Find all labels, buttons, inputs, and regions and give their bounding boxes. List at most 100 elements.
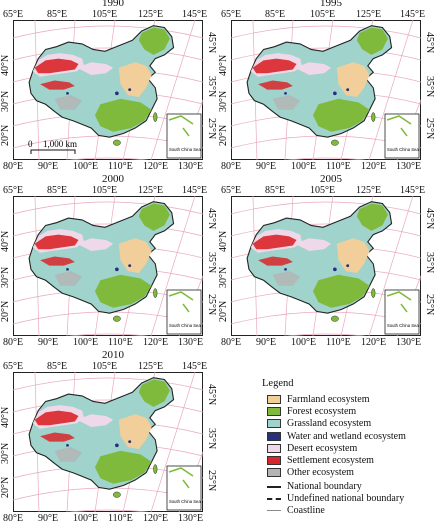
legend-label: Water and wetland ecosystem [287, 430, 406, 442]
lon-label-top: 125°E [138, 185, 164, 196]
lon-label-bottom: 120°E [143, 337, 169, 348]
lon-label-top: 85°E [47, 361, 68, 372]
lat-label-left: 30°N [218, 90, 229, 112]
lon-label-bottom: 110°E [326, 161, 351, 172]
south-china-sea-inset: South China Sea Islands [166, 289, 203, 335]
lon-label-bottom: 100°E [73, 161, 99, 172]
lat-label-right: 45°N [424, 32, 435, 54]
lon-label-top: 125°E [356, 185, 382, 196]
map-panel-2010: 2010 South China Sea Islands 65°E 85°E 105°E… [0, 349, 218, 528]
lat-label-right: 35°N [206, 428, 217, 450]
lon-label-top: 65°E [3, 9, 24, 20]
legend-title: Legend [262, 378, 294, 389]
parallel-line [13, 223, 203, 237]
lon-label-bottom: 120°E [143, 161, 169, 172]
lon-label-bottom: 80°E [221, 161, 242, 172]
lon-label-bottom: 110°E [326, 337, 351, 348]
lat-label-left: 30°N [0, 266, 11, 288]
panel-year-title: 2000 [102, 173, 124, 185]
lon-label-bottom: 110°E [108, 513, 133, 524]
lat-label-right: 35°N [206, 252, 217, 274]
lon-label-top: 145°E [400, 9, 426, 20]
lat-label-left: 20°N [0, 476, 11, 498]
south-china-sea-inset: South China Sea Islands [166, 465, 203, 511]
parallel-line [66, 509, 150, 512]
lon-label-bottom: 130°E [178, 161, 204, 172]
lon-label-bottom: 120°E [143, 513, 169, 524]
legend-label: Settlement ecosystem [287, 455, 374, 466]
lat-label-left: 20°N [0, 300, 11, 322]
panel-year-title: 2010 [102, 349, 124, 361]
lon-label-top: 65°E [221, 185, 242, 196]
scale-bar: 0 1,000 km [28, 139, 77, 154]
lat-label-left: 30°N [218, 266, 229, 288]
parallel-line [13, 377, 203, 391]
lon-label-bottom: 130°E [396, 337, 422, 348]
map-panel-2000: 2000 South China Sea Islands 65°E 85°E 105°E… [0, 173, 218, 352]
lat-label-right: 35°N [424, 76, 435, 98]
lat-label-right: 45°N [424, 208, 435, 230]
lon-label-bottom: 120°E [361, 337, 387, 348]
lat-label-left: 20°N [218, 300, 229, 322]
panel-year-title: 1990 [102, 0, 124, 9]
meridian-line [368, 196, 414, 336]
legend-line-symbol [267, 510, 281, 512]
lat-label-left: 40°N [0, 406, 11, 428]
south-china-sea-inset: South China Sea Islands [384, 289, 421, 335]
parallel-line [284, 157, 368, 160]
panel-year-title: 2005 [320, 173, 342, 185]
lon-label-top: 105°E [310, 9, 336, 20]
inset-label: South China Sea Islands [169, 499, 203, 504]
lon-label-top: 65°E [221, 9, 242, 20]
lat-label-left: 40°N [218, 230, 229, 252]
inset-label: South China Sea Islands [169, 323, 203, 328]
panel-year-title: 1995 [320, 0, 342, 9]
lat-label-left: 20°N [0, 124, 11, 146]
parallel-line [231, 201, 421, 215]
map-frame: South China Sea Islands [231, 20, 421, 160]
legend-label: National boundary [287, 481, 362, 492]
lat-label-left: 40°N [218, 54, 229, 76]
lon-label-bottom: 130°E [178, 337, 204, 348]
lon-label-bottom: 80°E [3, 513, 24, 524]
lat-label-right: 25°N [424, 118, 435, 140]
lat-label-left: 40°N [0, 230, 11, 252]
parallel-line [13, 399, 203, 413]
map-panel-1990: 1990 South China Sea Islands 0 1,000 km 65°E… [0, 0, 218, 176]
lon-label-bottom: 90°E [38, 513, 59, 524]
parallel-line [231, 47, 421, 61]
lat-label-right: 25°N [424, 294, 435, 316]
legend-label: Desert ecosystem [287, 442, 358, 454]
parallel-line [231, 223, 421, 237]
lon-label-bottom: 100°E [291, 161, 317, 172]
lon-label-top: 85°E [47, 9, 68, 20]
lon-label-bottom: 90°E [256, 337, 277, 348]
lon-label-bottom: 80°E [3, 161, 24, 172]
lon-label-top: 145°E [182, 185, 208, 196]
lon-label-bottom: 100°E [291, 337, 317, 348]
lon-label-top: 125°E [356, 9, 382, 20]
meridian-line [150, 372, 196, 512]
parallel-line [13, 25, 203, 39]
lat-label-left: 20°N [218, 124, 229, 146]
legend-line-symbol [267, 498, 281, 501]
legend-swatch [267, 456, 281, 465]
inset-label: South China Sea Islands [169, 147, 203, 152]
meridian-line [368, 20, 414, 160]
legend-line-symbol [267, 486, 281, 488]
lon-label-top: 105°E [310, 185, 336, 196]
legend-swatch [267, 431, 281, 441]
map-frame: South China Sea Islands [231, 196, 421, 336]
parallel-line [66, 157, 150, 160]
lon-label-bottom: 120°E [361, 161, 387, 172]
lon-label-top: 145°E [182, 9, 208, 20]
legend-label: Grassland ecosystem [287, 418, 372, 430]
lon-label-top: 105°E [92, 9, 118, 20]
south-china-sea-inset: South China Sea Islands [166, 113, 203, 159]
lon-label-top: 85°E [47, 185, 68, 196]
lon-label-bottom: 80°E [221, 337, 242, 348]
lon-label-top: 145°E [400, 185, 426, 196]
legend-swatch [267, 443, 281, 453]
legend-label: Other ecosystem [287, 467, 354, 479]
legend-swatch [267, 407, 281, 417]
